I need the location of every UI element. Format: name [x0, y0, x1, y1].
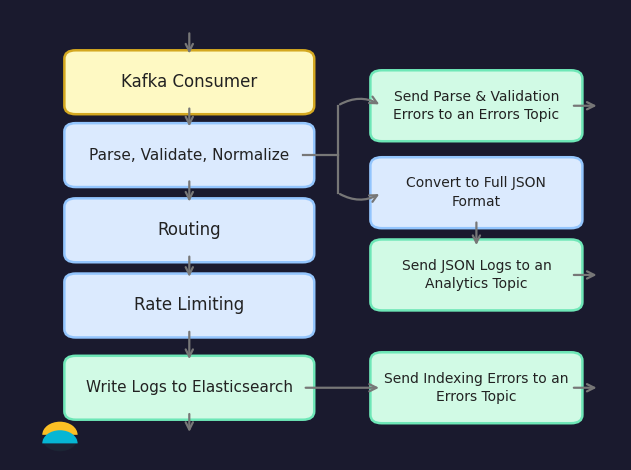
Text: Send Indexing Errors to an
Errors Topic: Send Indexing Errors to an Errors Topic: [384, 372, 569, 404]
Text: Send Parse & Validation
Errors to an Errors Topic: Send Parse & Validation Errors to an Err…: [393, 90, 560, 122]
FancyBboxPatch shape: [370, 70, 582, 141]
Text: Kafka Consumer: Kafka Consumer: [121, 73, 257, 91]
Wedge shape: [42, 422, 78, 435]
FancyBboxPatch shape: [64, 274, 314, 337]
FancyBboxPatch shape: [64, 123, 314, 187]
Text: Parse, Validate, Normalize: Parse, Validate, Normalize: [89, 148, 290, 163]
Text: Rate Limiting: Rate Limiting: [134, 297, 244, 314]
Wedge shape: [42, 430, 78, 443]
Text: Routing: Routing: [158, 221, 221, 239]
FancyBboxPatch shape: [64, 198, 314, 262]
FancyBboxPatch shape: [370, 240, 582, 310]
Wedge shape: [42, 438, 78, 451]
FancyBboxPatch shape: [64, 50, 314, 114]
Text: Write Logs to Elasticsearch: Write Logs to Elasticsearch: [86, 380, 293, 395]
FancyBboxPatch shape: [370, 157, 582, 228]
FancyBboxPatch shape: [64, 356, 314, 420]
Text: Convert to Full JSON
Format: Convert to Full JSON Format: [406, 177, 546, 209]
FancyBboxPatch shape: [370, 352, 582, 423]
Text: Send JSON Logs to an
Analytics Topic: Send JSON Logs to an Analytics Topic: [401, 259, 551, 291]
